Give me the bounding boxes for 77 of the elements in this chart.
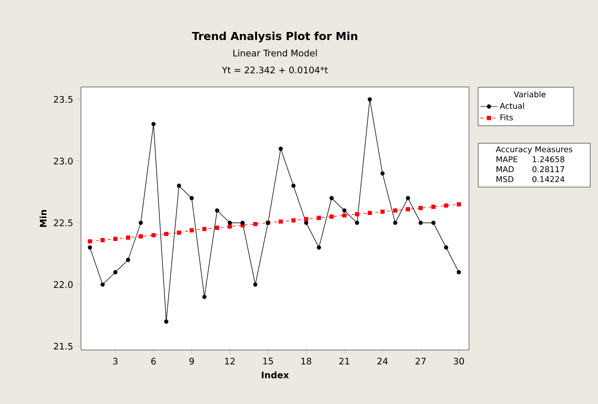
point <box>304 220 308 225</box>
x-tick-label: 9 <box>189 358 194 365</box>
point <box>406 207 410 212</box>
point <box>278 146 283 151</box>
point <box>291 184 296 188</box>
point <box>88 245 92 250</box>
x-tick-label: 18 <box>301 358 312 365</box>
y-tick-label: 22.0 <box>54 281 73 288</box>
point <box>380 210 385 214</box>
point <box>354 220 360 225</box>
point <box>368 97 372 102</box>
point <box>444 245 448 250</box>
point <box>253 282 258 287</box>
point <box>202 226 206 232</box>
text: Yt = 22.342 + 0.0104*t <box>222 66 328 74</box>
point <box>342 208 346 213</box>
point <box>330 196 334 200</box>
point <box>228 220 232 225</box>
point <box>456 202 461 206</box>
point <box>342 213 346 218</box>
point <box>88 239 92 244</box>
point <box>151 233 156 238</box>
point <box>215 226 220 230</box>
point <box>418 206 423 210</box>
point <box>228 224 232 229</box>
point <box>330 214 334 219</box>
point <box>215 208 220 213</box>
point <box>126 236 130 240</box>
point <box>240 220 245 225</box>
point <box>431 220 436 225</box>
point <box>406 196 410 200</box>
x-tick-label: 27 <box>416 358 426 364</box>
x-tick-label: 6 <box>151 358 156 365</box>
x-tick-label: 3 <box>113 358 118 365</box>
point <box>316 245 321 250</box>
chart-title: Trend Analysis Plot for Min <box>192 32 358 42</box>
x-tick-label: 15 <box>263 358 273 364</box>
point <box>164 232 168 236</box>
y-axis-title: Min <box>40 210 46 227</box>
point <box>444 203 448 208</box>
point <box>100 282 105 287</box>
point <box>190 196 194 200</box>
chart-subtitle: Linear Trend Model <box>233 50 317 56</box>
point <box>380 171 385 176</box>
point <box>316 216 321 220</box>
point <box>278 219 283 224</box>
point <box>164 320 168 324</box>
point <box>113 236 118 241</box>
point <box>113 270 118 274</box>
point <box>393 220 398 225</box>
point <box>202 294 206 299</box>
point <box>176 230 182 235</box>
x-axis-title: Index <box>262 371 289 378</box>
y-tick-label: 23.0 <box>54 158 73 164</box>
y-tick-label: 22.5 <box>54 219 72 226</box>
point <box>431 204 436 209</box>
x-tick-label: 30 <box>454 358 464 365</box>
x-tick-label: 12 <box>225 358 235 364</box>
point <box>126 258 130 262</box>
point <box>176 184 182 188</box>
point <box>354 212 360 216</box>
y-tick-label: 23.5 <box>54 96 72 103</box>
y-tick-label: 21.5 <box>54 342 72 350</box>
point <box>368 210 372 216</box>
point <box>291 218 296 222</box>
point <box>151 122 156 126</box>
point <box>456 270 461 274</box>
point <box>138 234 143 238</box>
point <box>393 208 398 213</box>
point <box>253 222 258 226</box>
point <box>190 228 194 232</box>
point <box>304 217 308 222</box>
x-tick-label: 21 <box>339 358 350 364</box>
point <box>100 238 105 242</box>
point <box>138 220 143 225</box>
x-tick-label: 24 <box>377 358 388 364</box>
point <box>418 220 423 225</box>
